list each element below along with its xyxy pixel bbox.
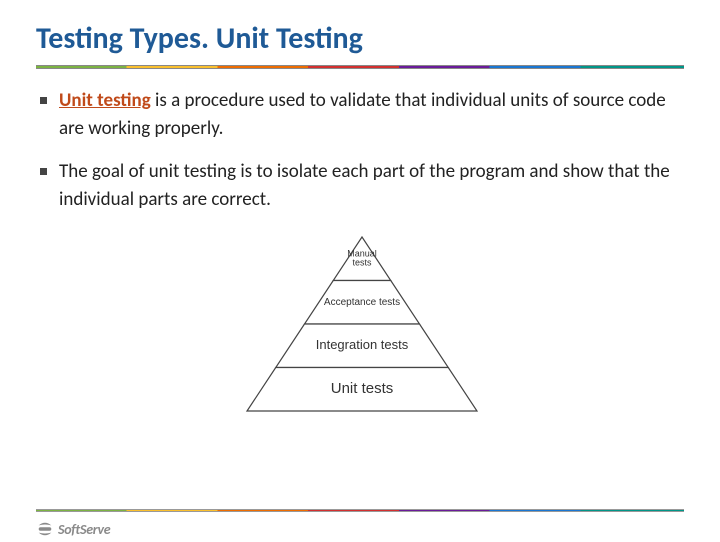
content-area: Unit testing is a procedure used to vali… (0, 87, 720, 419)
pyramid-diagram: ManualtestsAcceptance testsIntegration t… (40, 229, 684, 419)
testing-pyramid-svg: ManualtestsAcceptance testsIntegration t… (237, 229, 487, 419)
footer-logo: SoftServe (36, 520, 110, 538)
logo-swish-icon (36, 520, 54, 538)
bullet-text: The goal of unit testing is to isolate e… (59, 158, 684, 213)
highlight-term: Unit testing (59, 89, 151, 112)
header-divider (36, 65, 684, 69)
bullet-marker-icon (40, 97, 47, 104)
bullet-rest: The goal of unit testing is to isolate e… (59, 160, 670, 211)
bullet-rest: is a procedure used to validate that ind… (59, 89, 666, 140)
footer-brand-text: SoftServe (58, 521, 110, 538)
bullet-marker-icon (40, 168, 47, 175)
bullet-item: The goal of unit testing is to isolate e… (40, 158, 684, 213)
footer-divider (36, 509, 684, 512)
bullet-text: Unit testing is a procedure used to vali… (59, 87, 684, 142)
slide-title: Testing Types. Unit Testing (0, 0, 720, 65)
pyramid-level-label: Integration tests (316, 337, 409, 352)
pyramid-level-label: Acceptance tests (324, 297, 400, 308)
pyramid-level-label: Unit tests (331, 380, 394, 397)
bullet-item: Unit testing is a procedure used to vali… (40, 87, 684, 142)
